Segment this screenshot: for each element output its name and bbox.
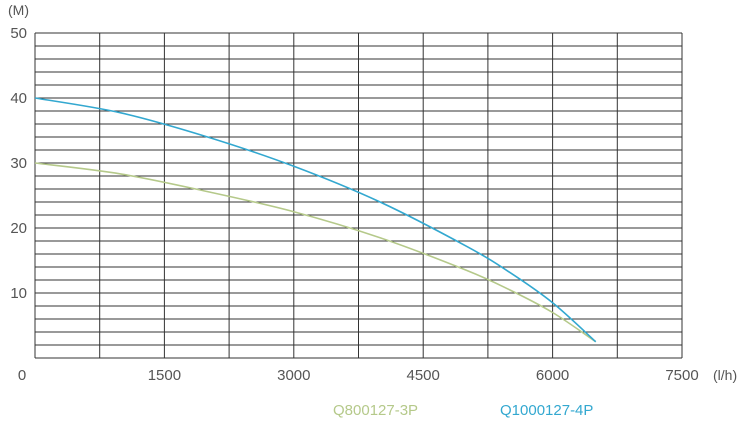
y-tick-label: 20 — [10, 220, 27, 237]
x-tick-label: 0 — [18, 367, 26, 384]
series-line-1 — [34, 162, 597, 343]
grid — [34, 32, 683, 359]
series-line-2 — [34, 97, 597, 343]
x-tick-label: 6000 — [536, 367, 569, 384]
y-tick-label: 50 — [10, 25, 27, 42]
legend-entry-series-2: Q1000127-4P — [500, 402, 593, 419]
legend-entry-series-1: Q800127-3P — [333, 402, 418, 419]
x-axis-unit-label: (l/h) — [713, 367, 737, 383]
y-tick-label: 30 — [10, 155, 27, 172]
y-axis-unit-label: (M) — [8, 2, 29, 18]
x-tick-label: 4500 — [407, 367, 440, 384]
y-tick-label: 40 — [10, 90, 27, 107]
series-layer — [34, 97, 597, 343]
x-tick-label: 7500 — [665, 367, 698, 384]
x-tick-label: 1500 — [148, 367, 181, 384]
tick-labels: 0 1500 3000 4500 6000 7500 10 20 30 40 50 — [10, 25, 698, 384]
y-tick-label: 10 — [10, 285, 27, 302]
x-tick-label: 3000 — [277, 367, 310, 384]
